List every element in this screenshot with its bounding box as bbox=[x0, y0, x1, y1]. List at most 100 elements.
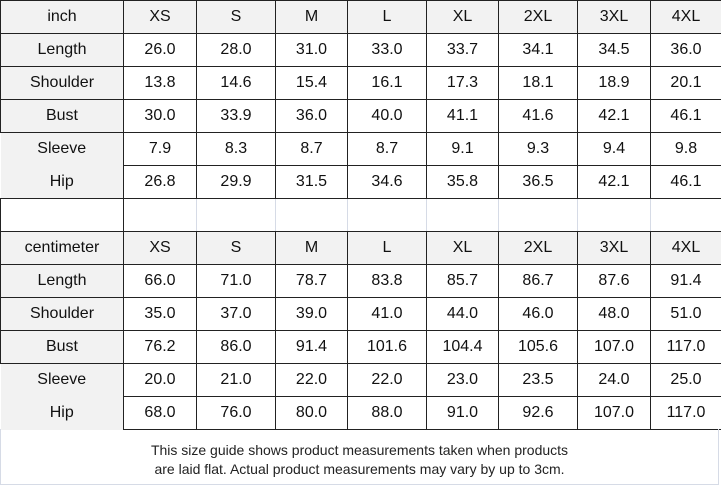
measurement-cell: 48.0 bbox=[577, 297, 651, 331]
row-label-length: Length bbox=[0, 264, 124, 298]
measurement-cell: 33.7 bbox=[426, 33, 499, 67]
table-row: Bust 30.0 33.9 36.0 40.0 41.1 41.6 42.1 46.1 bbox=[0, 99, 721, 133]
measurement-cell: 31.0 bbox=[275, 33, 348, 67]
measurement-cell: 36.0 bbox=[650, 33, 721, 67]
unit-label: inch bbox=[0, 0, 124, 34]
measurement-cell: 86.0 bbox=[196, 330, 276, 364]
measurement-cell: 22.0 bbox=[275, 363, 348, 397]
empty-cell bbox=[275, 198, 348, 232]
measurement-cell: 9.4 bbox=[577, 132, 651, 166]
measurement-cell: 78.7 bbox=[275, 264, 348, 298]
row-label-shoulder: Shoulder bbox=[0, 66, 124, 100]
measurement-cell: 8.7 bbox=[275, 132, 348, 166]
measurement-cell: 20.1 bbox=[650, 66, 721, 100]
size-header-4xl: 4XL bbox=[650, 231, 721, 265]
unit-label: centimeter bbox=[0, 231, 124, 265]
measurement-cell: 107.0 bbox=[577, 330, 651, 364]
row-label-hip: Hip bbox=[0, 165, 124, 199]
measurement-cell: 36.0 bbox=[275, 99, 348, 133]
row-label-sleeve: Sleeve bbox=[0, 132, 124, 166]
measurement-cell: 86.7 bbox=[498, 264, 578, 298]
empty-cell bbox=[577, 198, 651, 232]
empty-cell bbox=[347, 198, 427, 232]
measurement-cell: 17.3 bbox=[426, 66, 499, 100]
empty-cell bbox=[123, 198, 197, 232]
size-header-3xl: 3XL bbox=[577, 231, 651, 265]
empty-cell bbox=[0, 198, 124, 232]
measurement-cell: 87.6 bbox=[577, 264, 651, 298]
size-header-3xl: 3XL bbox=[577, 0, 651, 34]
row-label-bust: Bust bbox=[0, 330, 124, 364]
size-header-s: S bbox=[196, 0, 276, 34]
size-header-2xl: 2XL bbox=[498, 231, 578, 265]
size-header-m: M bbox=[275, 231, 348, 265]
measurement-cell: 91.0 bbox=[426, 396, 499, 430]
table-row: Sleeve 20.0 21.0 22.0 22.0 23.0 23.5 24.0 25.0 bbox=[0, 363, 721, 397]
measurement-cell: 21.0 bbox=[196, 363, 276, 397]
measurement-cell: 18.1 bbox=[498, 66, 578, 100]
measurement-cell: 9.8 bbox=[650, 132, 721, 166]
measurement-cell: 92.6 bbox=[498, 396, 578, 430]
measurement-cell: 39.0 bbox=[275, 297, 348, 331]
row-label-shoulder: Shoulder bbox=[0, 297, 124, 331]
measurement-cell: 107.0 bbox=[577, 396, 651, 430]
measurement-cell: 23.5 bbox=[498, 363, 578, 397]
measurement-cell: 16.1 bbox=[347, 66, 427, 100]
table-row: Sleeve 7.9 8.3 8.7 8.7 9.1 9.3 9.4 9.8 bbox=[0, 132, 721, 166]
note-line-1: This size guide shows product measuremen… bbox=[150, 442, 569, 458]
row-label-sleeve: Sleeve bbox=[0, 363, 124, 397]
measurement-cell: 117.0 bbox=[650, 396, 721, 430]
row-label-bust: Bust bbox=[0, 99, 124, 133]
empty-cell bbox=[426, 198, 499, 232]
measurement-cell: 29.9 bbox=[196, 165, 276, 199]
measurement-cell: 83.8 bbox=[347, 264, 427, 298]
size-header-l: L bbox=[347, 0, 427, 34]
measurement-cell: 24.0 bbox=[577, 363, 651, 397]
table-row: Bust 76.2 86.0 91.4 101.6 104.4 105.6 107.0 117.… bbox=[0, 330, 721, 364]
empty-cell bbox=[498, 198, 578, 232]
empty-cell bbox=[650, 198, 721, 232]
measurement-cell: 71.0 bbox=[196, 264, 276, 298]
table-row: Length 66.0 71.0 78.7 83.8 85.7 86.7 87.6 91.4 bbox=[0, 264, 721, 298]
measurement-cell: 40.0 bbox=[347, 99, 427, 133]
measurement-cell: 42.1 bbox=[577, 99, 651, 133]
size-header-xl: XL bbox=[426, 0, 499, 34]
measurement-cell: 76.2 bbox=[123, 330, 197, 364]
measurement-cell: 35.8 bbox=[426, 165, 499, 199]
measurement-cell: 34.1 bbox=[498, 33, 578, 67]
measurement-cell: 26.8 bbox=[123, 165, 197, 199]
measurement-cell: 7.9 bbox=[123, 132, 197, 166]
measurement-cell: 14.6 bbox=[196, 66, 276, 100]
size-header-l: L bbox=[347, 231, 427, 265]
table-row: Shoulder 35.0 37.0 39.0 41.0 44.0 46.0 48.0 51.0 bbox=[0, 297, 721, 331]
measurement-cell: 18.9 bbox=[577, 66, 651, 100]
measurement-cell: 117.0 bbox=[650, 330, 721, 364]
measurement-cell: 80.0 bbox=[275, 396, 348, 430]
measurement-cell: 68.0 bbox=[123, 396, 197, 430]
measurement-cell: 9.1 bbox=[426, 132, 499, 166]
measurement-cell: 20.0 bbox=[123, 363, 197, 397]
inch-size-table: inch XS S M L XL 2XL 3XL 4XL Length 26.0 28.0 31.0 33… bbox=[0, 0, 721, 232]
measurement-cell: 85.7 bbox=[426, 264, 499, 298]
size-guide-note: This size guide shows product measuremen… bbox=[0, 429, 719, 485]
measurement-cell: 101.6 bbox=[347, 330, 427, 364]
measurement-cell: 8.7 bbox=[347, 132, 427, 166]
measurement-cell: 51.0 bbox=[650, 297, 721, 331]
table-row: Shoulder 13.8 14.6 15.4 16.1 17.3 18.1 18.9 20.1 bbox=[0, 66, 721, 100]
table-row: Hip 68.0 76.0 80.0 88.0 91.0 92.6 107.0 117.0 bbox=[0, 396, 721, 430]
measurement-cell: 26.0 bbox=[123, 33, 197, 67]
measurement-cell: 34.5 bbox=[577, 33, 651, 67]
measurement-cell: 23.0 bbox=[426, 363, 499, 397]
measurement-cell: 22.0 bbox=[347, 363, 427, 397]
spacer-row bbox=[0, 198, 721, 232]
measurement-cell: 9.3 bbox=[498, 132, 578, 166]
size-header-4xl: 4XL bbox=[650, 0, 721, 34]
table-row: Hip 26.8 29.9 31.5 34.6 35.8 36.5 42.1 46.1 bbox=[0, 165, 721, 199]
measurement-cell: 36.5 bbox=[498, 165, 578, 199]
centimeter-size-table: centimeter XS S M L XL 2XL 3XL 4XL Length 66.0 71.0… bbox=[0, 231, 721, 430]
measurement-cell: 41.1 bbox=[426, 99, 499, 133]
size-header-m: M bbox=[275, 0, 348, 34]
measurement-cell: 91.4 bbox=[650, 264, 721, 298]
header-row: inch XS S M L XL 2XL 3XL 4XL bbox=[0, 0, 721, 34]
size-header-xs: XS bbox=[123, 231, 197, 265]
